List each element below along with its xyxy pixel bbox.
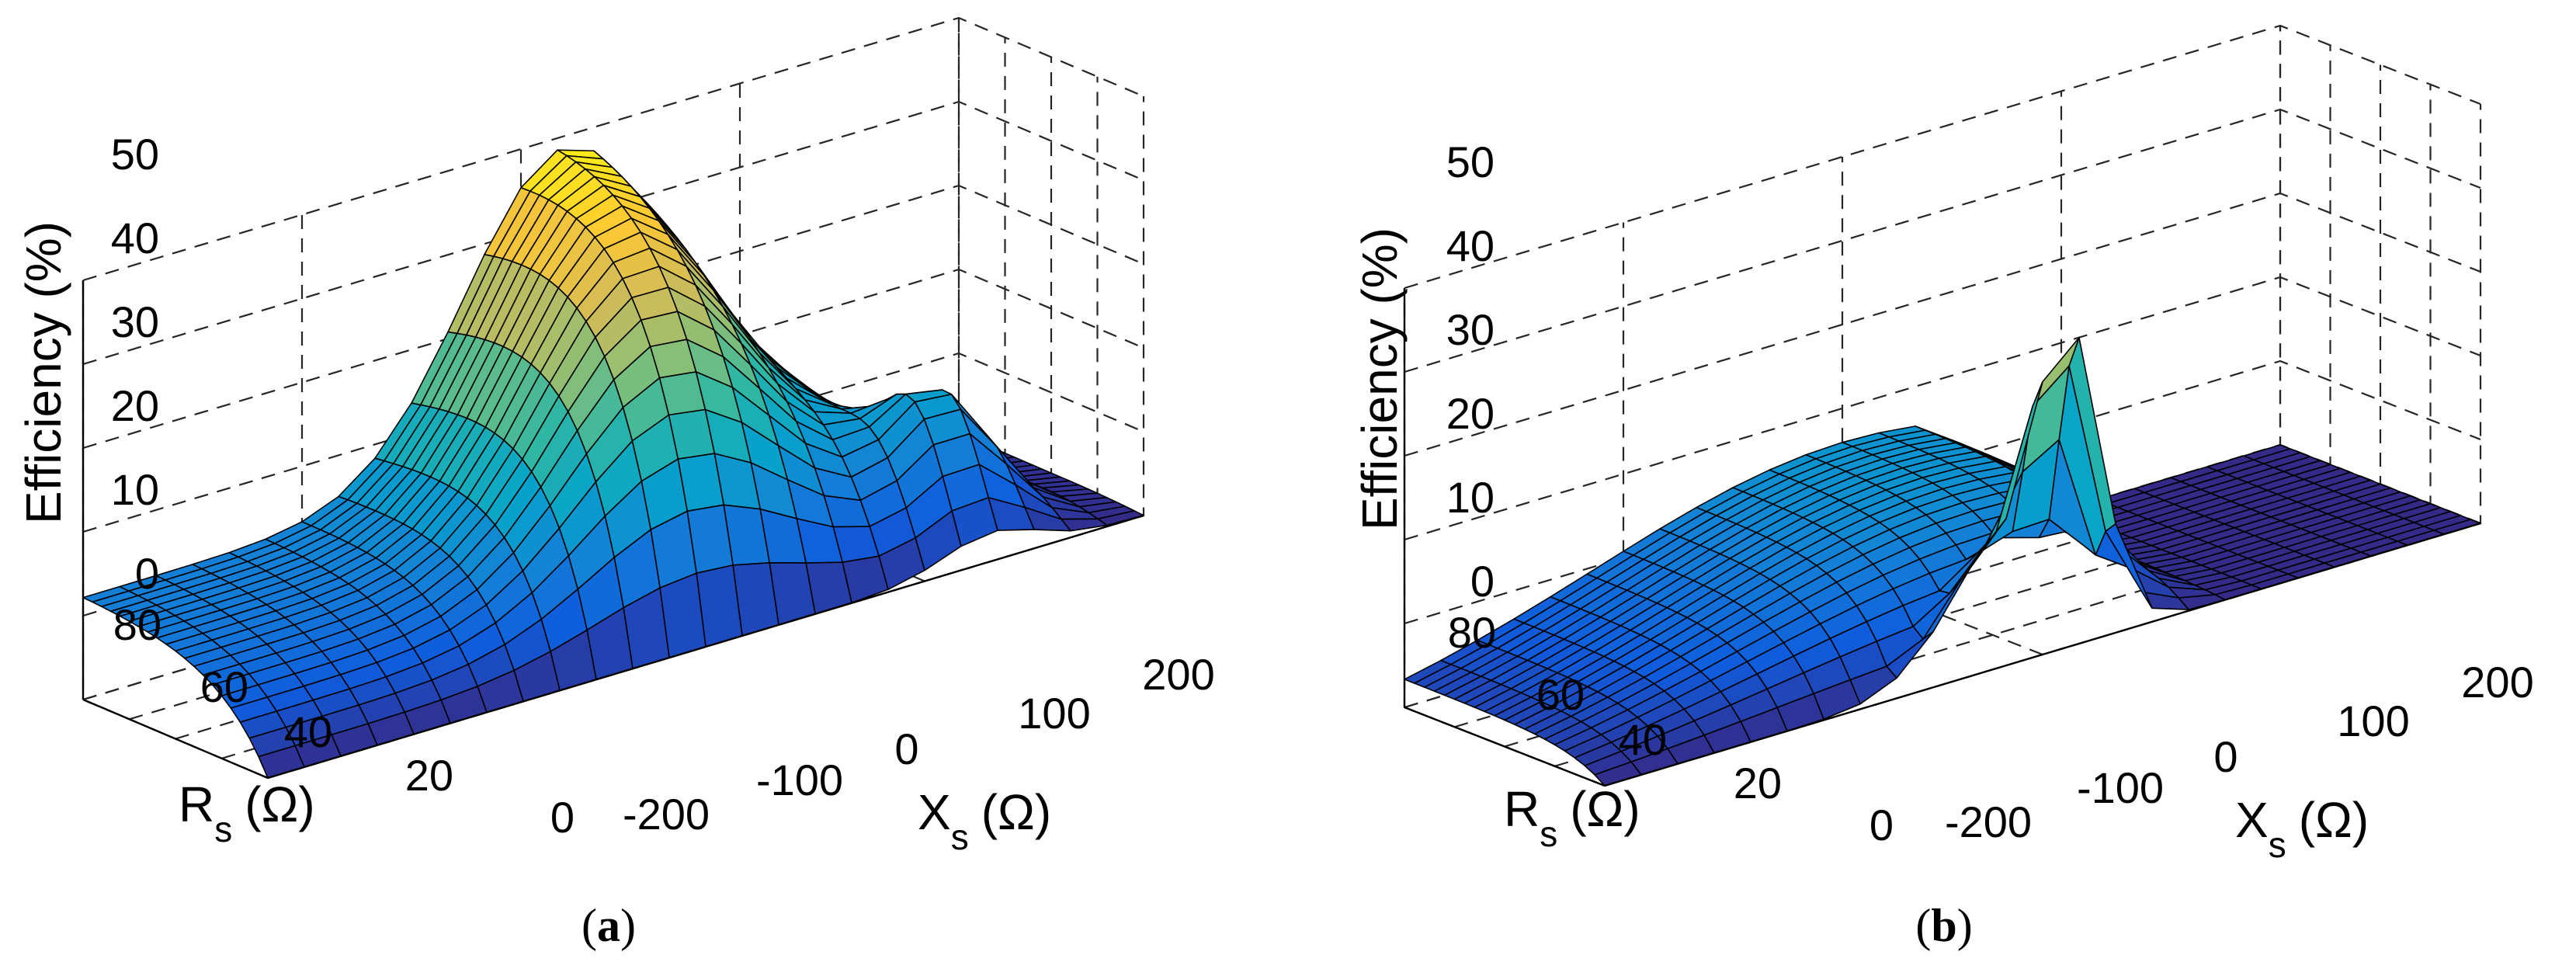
- x-tick-labels: -200 -100 0 100 200: [1945, 658, 2534, 846]
- y-axis-label-sub: s: [214, 809, 232, 849]
- z-axis-label: Efficiency (%): [16, 221, 71, 524]
- y-axis-label-unit: (Ω): [245, 776, 314, 832]
- x-tick-label: 0: [2213, 732, 2238, 781]
- x-tick-label: -200: [623, 790, 710, 839]
- z-tick-label: 50: [111, 130, 159, 179]
- y-tick-label: 40: [1619, 715, 1667, 764]
- y-tick-labels: 0 20 40 60 80: [113, 600, 575, 842]
- z-tick-label: 20: [111, 381, 159, 430]
- z-tick-label: 20: [1446, 389, 1495, 438]
- x-axis-label-main: X: [2235, 792, 2269, 848]
- y-axis-label-unit: (Ω): [1570, 781, 1640, 837]
- surface-layer: [82, 149, 1144, 779]
- y-axis-label-sub: s: [1540, 814, 1557, 854]
- x-axis-line: [267, 514, 1144, 780]
- caption-a: (a): [582, 900, 636, 951]
- y-axis-label: Rs (Ω): [1504, 781, 1640, 854]
- surface-plot-a-svg: 0 10 20 30 40 50 0 20 40 60 80 -200 -100…: [16, 16, 1215, 951]
- x-axis-label-sub: s: [951, 817, 969, 857]
- z-tick-label: 10: [111, 465, 159, 514]
- y-axis-label-main: R: [1504, 781, 1540, 837]
- z-grid-line: [1404, 108, 2481, 373]
- x-axis-label: Xs (Ω): [918, 784, 1051, 857]
- y-tick-label: 80: [1448, 608, 1496, 657]
- y-tick-label: 80: [113, 600, 161, 649]
- y-tick-label: 0: [550, 793, 575, 842]
- y-axis-label: Rs (Ω): [179, 776, 315, 849]
- caption-letter: a: [597, 900, 620, 951]
- x-axis-line: [1604, 522, 2481, 787]
- x-tick-label: 200: [1142, 650, 1214, 699]
- caption-letter: b: [1931, 900, 1956, 951]
- x-axis-label-unit: (Ω): [2299, 792, 2369, 848]
- y-axis-label-main: R: [179, 776, 214, 832]
- z-tick-label: 30: [1446, 305, 1495, 354]
- z-tick-labels: 0 10 20 30 40 50: [111, 130, 159, 598]
- x-tick-label: 100: [2337, 696, 2409, 745]
- y-tick-label: 20: [1734, 759, 1782, 808]
- x-axis-label-unit: (Ω): [981, 784, 1051, 840]
- x-axis-label-main: X: [918, 784, 951, 840]
- axes-layer: [82, 280, 1144, 780]
- surface-plot-b: 0 10 20 30 40 50 0 20 40 60 80 -200 -100…: [1288, 0, 2576, 969]
- x-tick-labels: -200 -100 0 100 200: [623, 650, 1215, 839]
- x-axis-label: Xs (Ω): [2235, 792, 2369, 865]
- surface-layer: [1404, 336, 2481, 787]
- x-tick-label: -100: [756, 755, 843, 804]
- y-tick-label: 60: [1536, 670, 1585, 719]
- y-tick-labels: 0 20 40 60 80: [1448, 608, 1894, 849]
- y-tick-label: 40: [284, 707, 332, 756]
- caption-close: ): [1957, 900, 1973, 951]
- z-grid-line: [1404, 192, 2481, 457]
- x-tick-label: 100: [1018, 689, 1090, 738]
- caption-b: (b): [1915, 900, 1972, 951]
- z-tick-label: 30: [111, 297, 159, 346]
- r-axis-line: [1404, 706, 1606, 787]
- x-tick-label: -100: [2077, 763, 2164, 812]
- z-tick-label: 50: [1446, 137, 1495, 186]
- caption-open: (: [1915, 900, 1931, 951]
- z-grid-line: [1404, 24, 2481, 290]
- z-tick-label: 0: [135, 549, 159, 598]
- x-tick-label: 200: [2461, 658, 2533, 707]
- z-tick-label: 0: [1470, 557, 1495, 606]
- caption-open: (: [582, 900, 597, 951]
- surface-plot-b-svg: 0 10 20 30 40 50 0 20 40 60 80 -200 -100…: [1352, 24, 2534, 951]
- x-tick-label: -200: [1945, 797, 2032, 846]
- x-tick-label: 0: [894, 724, 918, 773]
- y-tick-label: 60: [200, 662, 248, 711]
- r-axis-line: [82, 698, 269, 780]
- z-axis-label: Efficiency (%): [1352, 227, 1408, 530]
- z-tick-label: 40: [1446, 221, 1495, 270]
- y-tick-label: 20: [405, 751, 453, 800]
- z-tick-label: 40: [111, 214, 159, 262]
- z-tick-label: 10: [1446, 473, 1495, 522]
- caption-close: ): [620, 900, 636, 951]
- z-tick-labels: 0 10 20 30 40 50: [1446, 137, 1495, 606]
- axes-layer: [1403, 288, 2481, 787]
- x-axis-label-sub: s: [2269, 825, 2286, 865]
- surface-plot-a: 0 10 20 30 40 50 0 20 40 60 80 -200 -100…: [16, 16, 1215, 951]
- y-tick-label: 0: [1870, 801, 1894, 849]
